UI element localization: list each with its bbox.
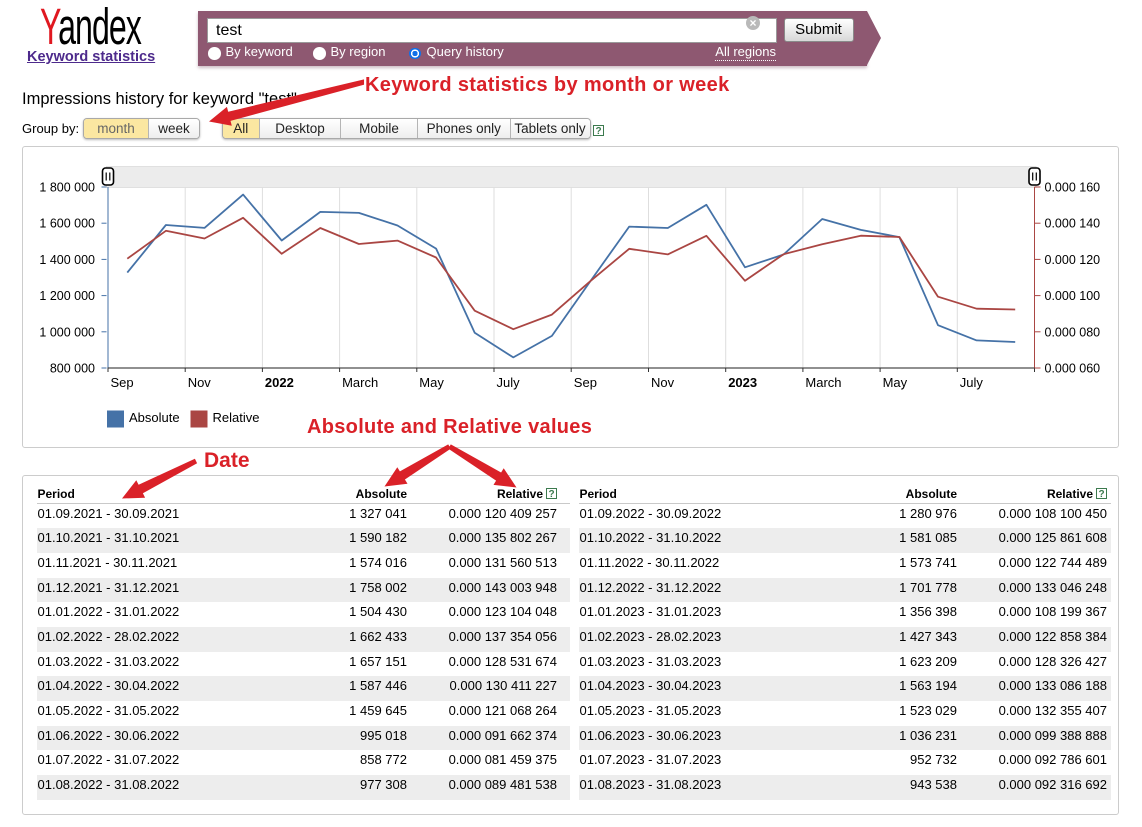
svg-text:May: May: [882, 375, 907, 390]
svg-text:2022: 2022: [264, 375, 293, 390]
svg-text:July: July: [496, 375, 520, 390]
svg-text:March: March: [342, 375, 378, 390]
svg-text:Relative: Relative: [212, 410, 259, 425]
svg-text:Sep: Sep: [573, 375, 596, 390]
svg-text:0.000 120: 0.000 120: [1044, 252, 1100, 266]
svg-text:Nov: Nov: [187, 375, 211, 390]
svg-text:Nov: Nov: [651, 375, 675, 390]
svg-text:2023: 2023: [728, 375, 757, 390]
svg-text:March: March: [805, 375, 841, 390]
svg-text:1 400 000: 1 400 000: [39, 252, 95, 266]
svg-text:1 200 000: 1 200 000: [39, 289, 95, 303]
svg-text:0.000 140: 0.000 140: [1044, 216, 1100, 230]
svg-text:Absolute: Absolute: [129, 410, 180, 425]
svg-text:Sep: Sep: [110, 375, 133, 390]
svg-text:0.000 080: 0.000 080: [1044, 325, 1100, 339]
svg-text:July: July: [959, 375, 983, 390]
svg-text:0.000 060: 0.000 060: [1044, 361, 1100, 375]
svg-text:800 000: 800 000: [49, 361, 94, 375]
svg-text:0.000 160: 0.000 160: [1044, 180, 1100, 194]
svg-text:1 600 000: 1 600 000: [39, 216, 95, 230]
svg-text:1 000 000: 1 000 000: [39, 325, 95, 339]
svg-text:0.000 100: 0.000 100: [1044, 289, 1100, 303]
svg-text:1 800 000: 1 800 000: [39, 180, 95, 194]
svg-text:May: May: [419, 375, 444, 390]
